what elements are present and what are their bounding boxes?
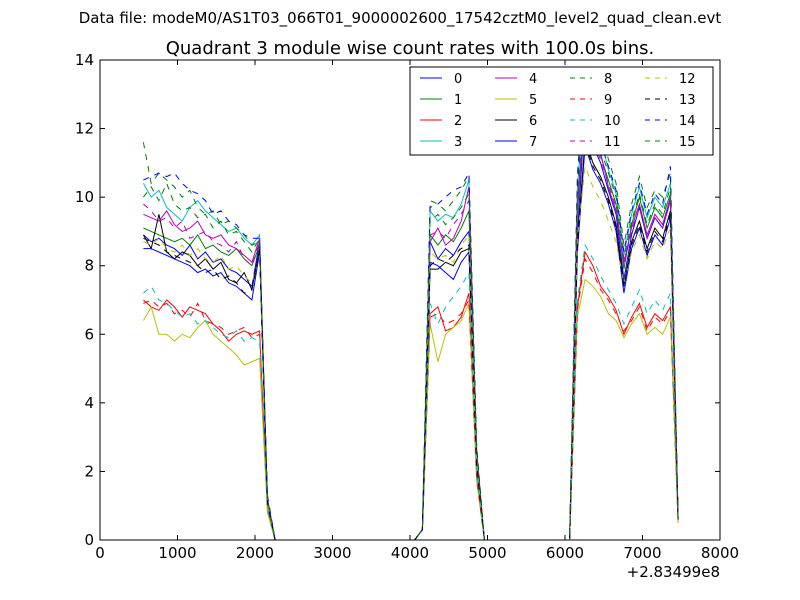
legend-label-8: 8 — [604, 72, 612, 87]
plot-area: 0 1000 2000 3000 4000 5000 6000 7000 80000246810… — [75, 51, 739, 562]
y-tick-label: 8 — [84, 257, 94, 275]
legend-label-4: 4 — [529, 72, 537, 87]
y-tick-label: 4 — [84, 394, 94, 412]
legend-label-0: 0 — [454, 72, 462, 87]
legend-label-14: 14 — [679, 114, 696, 129]
y-tick-label: 0 — [84, 531, 94, 549]
chart-title: Quadrant 3 module wise count rates with … — [166, 38, 655, 59]
x-tick-label: 7000 — [623, 544, 661, 562]
legend-label-7: 7 — [529, 135, 537, 150]
y-tick-label: 6 — [84, 325, 94, 343]
series-line-9 — [143, 257, 679, 541]
legend-label-9: 9 — [604, 93, 612, 108]
legend-label-2: 2 — [454, 114, 462, 129]
legend-label-10: 10 — [604, 114, 621, 129]
legend-label-6: 6 — [529, 114, 537, 129]
legend-label-11: 11 — [604, 135, 621, 150]
x-tick-label: 6000 — [546, 544, 584, 562]
y-tick-label: 10 — [75, 188, 94, 206]
legend-label-12: 12 — [679, 72, 696, 87]
legend-label-13: 13 — [679, 93, 696, 108]
figure-suptitle: Data file: modeM0/AS1T03_066T01_90000026… — [79, 9, 722, 28]
x-tick-label: 4000 — [391, 544, 429, 562]
y-tick-label: 2 — [84, 462, 94, 480]
y-tick-label: 12 — [75, 120, 94, 138]
ticks-layer: 0 1000 2000 3000 4000 5000 6000 7000 80000246810… — [75, 51, 739, 562]
y-tick-label: 14 — [75, 51, 94, 69]
legend-label-3: 3 — [454, 135, 462, 150]
x-tick-label: 3000 — [313, 544, 351, 562]
legend-label-1: 1 — [454, 93, 462, 108]
x-tick-label: 1000 — [158, 544, 196, 562]
x-tick-label: 5000 — [468, 544, 506, 562]
legend-box — [409, 66, 714, 156]
x-offset-label: +2.83499e8 — [627, 563, 720, 581]
x-tick-label: 0 — [95, 544, 105, 562]
legend-label-5: 5 — [529, 93, 537, 108]
x-tick-label: 8000 — [701, 544, 739, 562]
x-tick-label: 2000 — [236, 544, 274, 562]
legend-label-15: 15 — [679, 135, 696, 150]
